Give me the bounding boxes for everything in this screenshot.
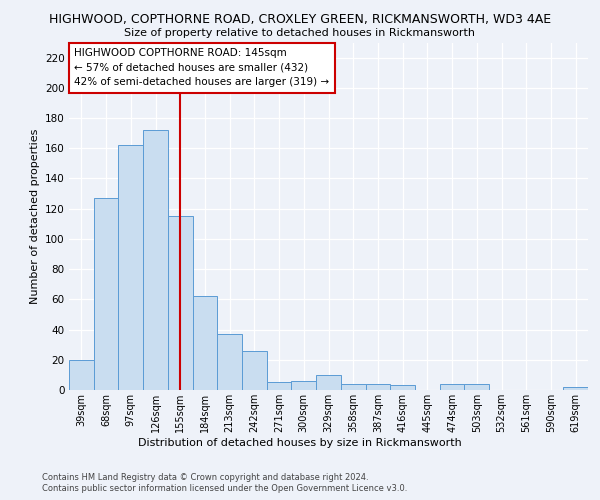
- Bar: [242, 350, 267, 390]
- Bar: [292, 381, 316, 390]
- Text: HIGHWOOD, COPTHORNE ROAD, CROXLEY GREEN, RICKMANSWORTH, WD3 4AE: HIGHWOOD, COPTHORNE ROAD, CROXLEY GREEN,…: [49, 12, 551, 26]
- Bar: [316, 375, 341, 390]
- Bar: [168, 216, 193, 390]
- Text: HIGHWOOD COPTHORNE ROAD: 145sqm
← 57% of detached houses are smaller (432)
42% o: HIGHWOOD COPTHORNE ROAD: 145sqm ← 57% of…: [74, 48, 329, 88]
- Bar: [143, 130, 168, 390]
- Bar: [118, 145, 143, 390]
- Text: Contains public sector information licensed under the Open Government Licence v3: Contains public sector information licen…: [42, 484, 407, 493]
- Y-axis label: Number of detached properties: Number of detached properties: [29, 128, 40, 304]
- Bar: [563, 387, 588, 390]
- Bar: [390, 386, 415, 390]
- Bar: [341, 384, 365, 390]
- Bar: [440, 384, 464, 390]
- Bar: [267, 382, 292, 390]
- Text: Size of property relative to detached houses in Rickmansworth: Size of property relative to detached ho…: [125, 28, 476, 38]
- Text: Distribution of detached houses by size in Rickmansworth: Distribution of detached houses by size …: [138, 438, 462, 448]
- Bar: [69, 360, 94, 390]
- Bar: [464, 384, 489, 390]
- Bar: [365, 384, 390, 390]
- Bar: [217, 334, 242, 390]
- Bar: [94, 198, 118, 390]
- Bar: [193, 296, 217, 390]
- Text: Contains HM Land Registry data © Crown copyright and database right 2024.: Contains HM Land Registry data © Crown c…: [42, 472, 368, 482]
